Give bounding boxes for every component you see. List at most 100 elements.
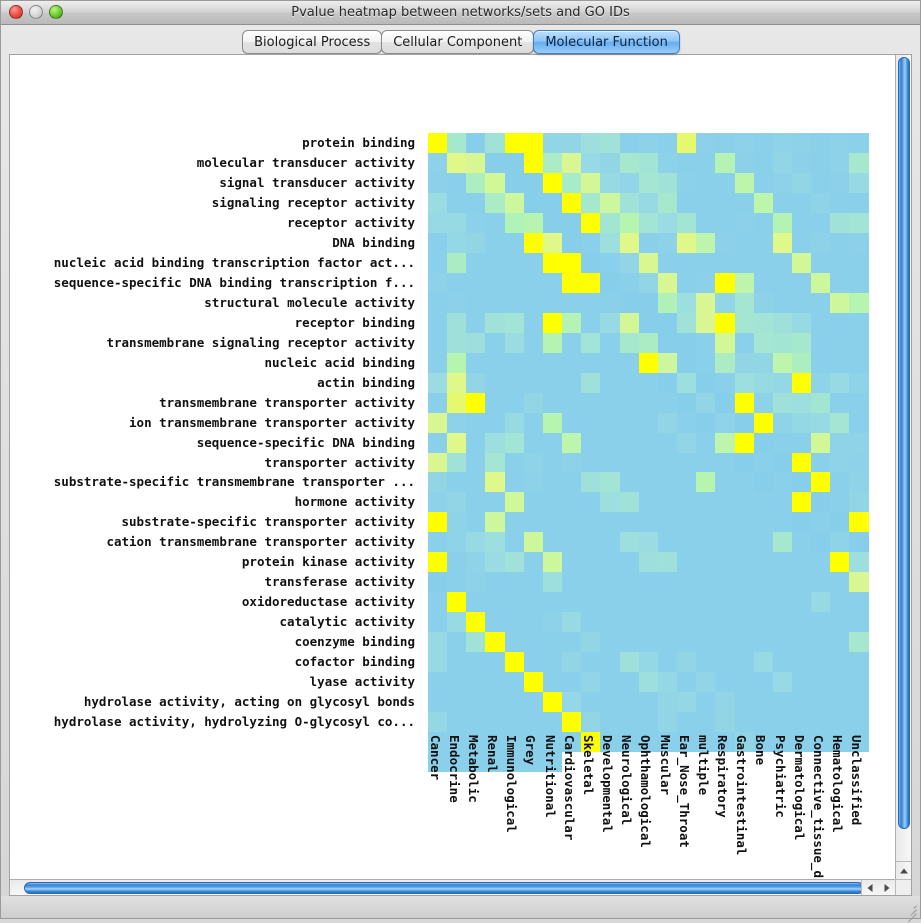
heatmap-cell[interactable] xyxy=(696,492,716,513)
heatmap-cell[interactable] xyxy=(600,712,620,733)
heatmap-cell[interactable] xyxy=(485,272,505,293)
heatmap-cell[interactable] xyxy=(466,352,486,373)
heatmap-cell[interactable] xyxy=(542,192,563,213)
heatmap-cell[interactable] xyxy=(619,412,639,433)
heatmap-cell[interactable] xyxy=(677,672,697,693)
heatmap-cell[interactable] xyxy=(447,652,467,673)
heatmap-cell[interactable] xyxy=(677,212,697,233)
heatmap-cell[interactable] xyxy=(753,572,773,593)
heatmap-cell[interactable] xyxy=(772,352,792,373)
heatmap-cell[interactable] xyxy=(447,572,467,593)
heatmap-cell[interactable] xyxy=(811,672,831,693)
resize-grip[interactable] xyxy=(903,902,917,923)
heatmap-cell[interactable] xyxy=(504,712,524,733)
heatmap-cell[interactable] xyxy=(657,592,678,613)
heatmap-cell[interactable] xyxy=(772,372,792,393)
heatmap-cell[interactable] xyxy=(830,292,850,313)
heatmap-cell[interactable] xyxy=(600,592,620,613)
heatmap-cell[interactable] xyxy=(600,632,620,653)
heatmap-cell[interactable] xyxy=(791,652,812,673)
heatmap-cell[interactable] xyxy=(542,672,563,693)
heatmap-cell[interactable] xyxy=(581,352,601,373)
heatmap-cell[interactable] xyxy=(562,332,582,353)
heatmap-cell[interactable] xyxy=(523,572,543,593)
heatmap-cell[interactable] xyxy=(753,172,773,193)
heatmap-cell[interactable] xyxy=(657,152,678,173)
heatmap-cell[interactable] xyxy=(715,372,735,393)
heatmap-cell[interactable] xyxy=(715,712,735,733)
heatmap-cell[interactable] xyxy=(619,572,639,593)
heatmap-cell[interactable] xyxy=(581,732,601,753)
heatmap-cell[interactable] xyxy=(715,472,735,493)
heatmap-cell[interactable] xyxy=(657,392,678,413)
heatmap-cell[interactable] xyxy=(638,612,658,633)
heatmap-cell[interactable] xyxy=(849,212,869,233)
heatmap-cell[interactable] xyxy=(428,392,448,413)
heatmap-cell[interactable] xyxy=(772,652,792,673)
heatmap-cell[interactable] xyxy=(849,692,869,713)
heatmap-cell[interactable] xyxy=(466,612,486,633)
heatmap-cell[interactable] xyxy=(638,572,658,593)
heatmap-cell[interactable] xyxy=(791,552,812,573)
heatmap-cell[interactable] xyxy=(542,312,563,333)
heatmap-cell[interactable] xyxy=(562,592,582,613)
heatmap-cell[interactable] xyxy=(657,432,678,453)
heatmap-cell[interactable] xyxy=(849,152,869,173)
heatmap-cell[interactable] xyxy=(734,532,754,553)
heatmap-cell[interactable] xyxy=(849,652,869,673)
heatmap-cell[interactable] xyxy=(677,632,697,653)
heatmap-cell[interactable] xyxy=(811,592,831,613)
heatmap-cell[interactable] xyxy=(753,152,773,173)
heatmap-cell[interactable] xyxy=(504,372,524,393)
heatmap-cell[interactable] xyxy=(600,512,620,533)
heatmap-cell[interactable] xyxy=(466,172,486,193)
heatmap-cell[interactable] xyxy=(466,212,486,233)
heatmap-cell[interactable] xyxy=(791,392,812,413)
heatmap-cell[interactable] xyxy=(849,312,869,333)
heatmap-cell[interactable] xyxy=(485,312,505,333)
heatmap-cell[interactable] xyxy=(562,512,582,533)
heatmap-cell[interactable] xyxy=(753,452,773,473)
heatmap-cell[interactable] xyxy=(542,392,563,413)
vertical-scrollbar[interactable] xyxy=(895,55,911,895)
heatmap-cell[interactable] xyxy=(562,292,582,313)
heatmap-cell[interactable] xyxy=(600,652,620,673)
heatmap-cell[interactable] xyxy=(447,712,467,733)
heatmap-cell[interactable] xyxy=(677,692,697,713)
heatmap-cell[interactable] xyxy=(811,652,831,673)
heatmap-cell[interactable] xyxy=(581,292,601,313)
heatmap-cell[interactable] xyxy=(638,532,658,553)
heatmap-cell[interactable] xyxy=(581,572,601,593)
heatmap-cell[interactable] xyxy=(600,192,620,213)
heatmap-cell[interactable] xyxy=(734,292,754,313)
heatmap-cell[interactable] xyxy=(542,452,563,473)
heatmap-cell[interactable] xyxy=(600,552,620,573)
heatmap-cell[interactable] xyxy=(581,232,601,253)
heatmap-cell[interactable] xyxy=(466,232,486,253)
heatmap-cell[interactable] xyxy=(811,392,831,413)
heatmap-cell[interactable] xyxy=(849,632,869,653)
heatmap-cell[interactable] xyxy=(715,352,735,373)
heatmap-cell[interactable] xyxy=(677,472,697,493)
heatmap-cell[interactable] xyxy=(715,612,735,633)
heatmap-cell[interactable] xyxy=(677,712,697,733)
heatmap-cell[interactable] xyxy=(696,672,716,693)
heatmap-cell[interactable] xyxy=(657,632,678,653)
heatmap-cell[interactable] xyxy=(734,512,754,533)
heatmap-cell[interactable] xyxy=(600,172,620,193)
heatmap-cell[interactable] xyxy=(638,672,658,693)
heatmap-cell[interactable] xyxy=(504,532,524,553)
heatmap-cell[interactable] xyxy=(734,612,754,633)
heatmap-cell[interactable] xyxy=(485,432,505,453)
heatmap-cell[interactable] xyxy=(600,232,620,253)
heatmap-cell[interactable] xyxy=(447,732,467,753)
heatmap-cell[interactable] xyxy=(734,332,754,353)
heatmap-cell[interactable] xyxy=(849,172,869,193)
heatmap-cell[interactable] xyxy=(657,312,678,333)
heatmap-cell[interactable] xyxy=(849,572,869,593)
heatmap-cell[interactable] xyxy=(772,732,792,753)
heatmap-cell[interactable] xyxy=(485,512,505,533)
heatmap-cell[interactable] xyxy=(428,292,448,313)
heatmap-cell[interactable] xyxy=(466,372,486,393)
heatmap-cell[interactable] xyxy=(696,252,716,273)
